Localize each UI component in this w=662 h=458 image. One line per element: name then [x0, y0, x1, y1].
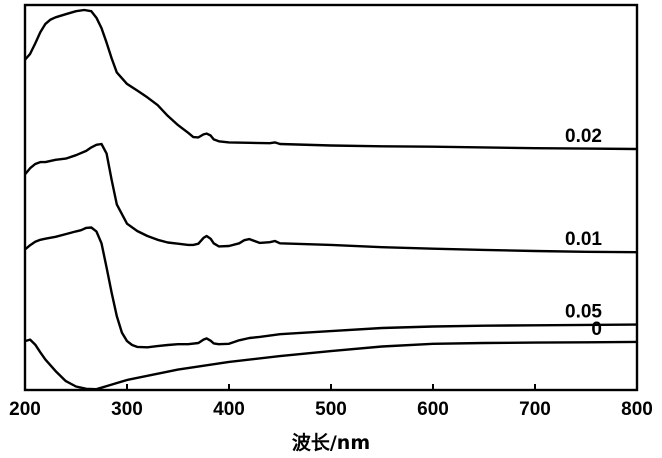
x-axis-ticks: 200 300 400 500 600 700 800 [9, 384, 653, 420]
series-label-0: 0.02 [565, 126, 602, 147]
series-labels: 0.02 0.01 0.050 [565, 126, 602, 340]
series-line-3 [24, 338, 638, 391]
series-label-3: 0 [591, 319, 602, 340]
x-tick-label: 700 [519, 399, 551, 420]
x-tick-label: 500 [315, 399, 347, 420]
series-label-2: 0.05 [565, 302, 602, 323]
x-tick-label: 200 [9, 399, 41, 420]
series-line-0 [24, 8, 638, 151]
x-axis-title: 波长/nm [292, 431, 370, 454]
x-tick-label: 800 [621, 399, 653, 420]
x-tick-label: 600 [417, 399, 449, 420]
series-line-1 [24, 142, 638, 254]
series-label-1: 0.01 [565, 229, 602, 250]
series-line-2 [24, 226, 638, 349]
x-tick-label: 300 [111, 399, 143, 420]
x-tick-label: 400 [213, 399, 245, 420]
chart-series [24, 8, 638, 391]
